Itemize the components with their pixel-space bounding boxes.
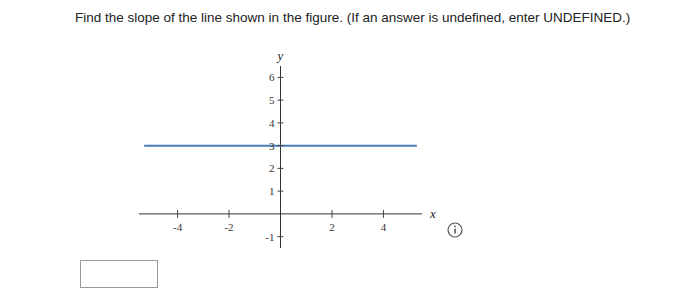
- svg-text:-2: -2: [224, 221, 233, 233]
- svg-text:5: 5: [269, 94, 275, 106]
- svg-text:y: y: [276, 48, 284, 63]
- svg-text:1: 1: [269, 185, 275, 197]
- svg-text:-1: -1: [265, 231, 274, 243]
- svg-text:2: 2: [269, 162, 275, 174]
- svg-text:x: x: [429, 206, 436, 221]
- svg-text:6: 6: [269, 71, 275, 83]
- svg-text:4: 4: [269, 117, 275, 129]
- svg-text:2: 2: [329, 221, 335, 233]
- svg-text:3: 3: [269, 140, 275, 152]
- svg-text:-4: -4: [173, 221, 183, 233]
- html-text:Find the slope of the line sho: Find the slope of the line shown in the …: [75, 10, 631, 25]
- svg-text:4: 4: [381, 221, 387, 233]
